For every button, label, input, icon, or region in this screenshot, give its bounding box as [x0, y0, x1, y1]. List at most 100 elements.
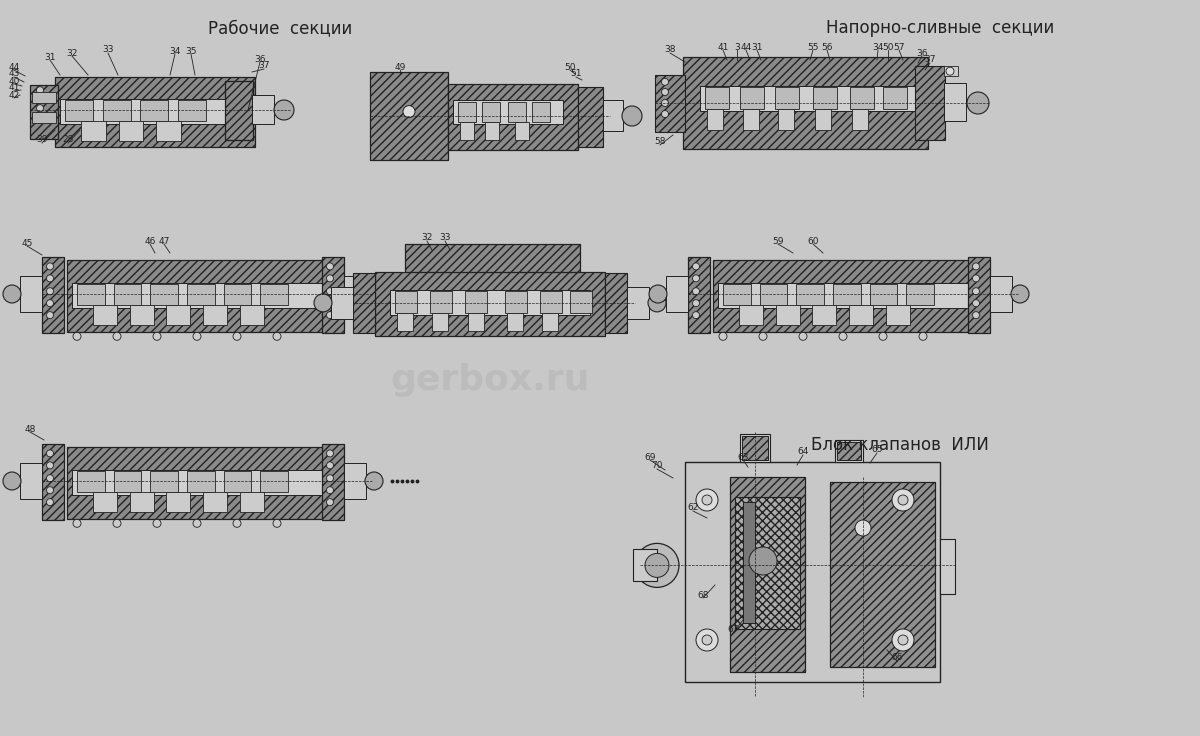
Text: 43: 43	[8, 69, 19, 79]
Bar	[515, 122, 529, 140]
Text: 69: 69	[644, 453, 655, 461]
Circle shape	[622, 106, 642, 126]
Circle shape	[233, 520, 241, 527]
Bar	[454, 100, 563, 124]
Bar	[32, 92, 56, 103]
Bar	[167, 492, 190, 512]
Bar	[344, 275, 366, 312]
Bar	[240, 492, 264, 512]
Circle shape	[648, 294, 666, 312]
Bar	[666, 275, 688, 312]
Text: 47: 47	[158, 236, 169, 246]
Circle shape	[47, 311, 54, 319]
Text: 48: 48	[24, 425, 36, 434]
Bar	[886, 305, 910, 325]
Bar	[734, 497, 800, 629]
Bar	[322, 445, 344, 520]
Text: 60: 60	[808, 236, 818, 246]
Text: 41: 41	[718, 43, 728, 52]
Circle shape	[972, 288, 979, 294]
Text: 64: 64	[797, 447, 809, 456]
Text: 44: 44	[740, 43, 751, 52]
Circle shape	[274, 520, 281, 527]
Circle shape	[702, 635, 712, 645]
Bar	[508, 102, 526, 122]
Bar	[742, 436, 768, 460]
Text: 70: 70	[652, 461, 662, 470]
Bar	[688, 257, 710, 333]
Bar	[353, 274, 374, 333]
Bar	[344, 463, 366, 500]
Bar	[77, 284, 104, 305]
Bar	[240, 305, 264, 325]
Bar	[740, 88, 764, 110]
Bar	[700, 86, 916, 111]
Bar	[102, 100, 131, 121]
Bar	[42, 257, 64, 333]
Circle shape	[326, 486, 334, 494]
Text: 57: 57	[893, 43, 905, 52]
Bar	[812, 305, 836, 325]
Bar	[833, 284, 860, 305]
Bar	[94, 492, 116, 512]
Circle shape	[326, 300, 334, 307]
Circle shape	[47, 462, 54, 469]
Circle shape	[47, 263, 54, 270]
Bar	[178, 100, 205, 121]
Circle shape	[646, 553, 670, 578]
Bar	[605, 274, 628, 333]
Bar	[850, 305, 872, 325]
Text: 44: 44	[8, 63, 19, 71]
Text: 28: 28	[62, 135, 73, 144]
Text: 65: 65	[871, 445, 883, 455]
Bar	[906, 284, 934, 305]
Circle shape	[73, 333, 82, 340]
Bar	[604, 100, 623, 131]
Bar	[20, 275, 42, 312]
Bar	[460, 122, 474, 140]
Circle shape	[692, 288, 700, 294]
Text: 36: 36	[917, 49, 928, 57]
Bar	[140, 100, 168, 121]
Bar	[634, 549, 658, 581]
Bar	[32, 112, 56, 123]
Text: 50: 50	[564, 63, 576, 71]
Text: 45: 45	[22, 238, 32, 247]
Bar	[260, 284, 288, 305]
Bar	[203, 492, 227, 512]
Bar	[167, 305, 190, 325]
Circle shape	[326, 275, 334, 282]
Circle shape	[47, 300, 54, 307]
Circle shape	[946, 67, 954, 75]
Text: 40: 40	[8, 77, 19, 85]
Text: Рабочие  секции: Рабочие секции	[208, 19, 352, 37]
Circle shape	[839, 333, 847, 340]
Circle shape	[799, 333, 808, 340]
Circle shape	[36, 87, 43, 93]
Circle shape	[692, 263, 700, 270]
Bar	[82, 121, 106, 141]
Circle shape	[233, 333, 241, 340]
Circle shape	[661, 88, 668, 96]
Bar	[55, 77, 256, 147]
Circle shape	[2, 285, 22, 303]
Circle shape	[696, 489, 718, 511]
Bar	[713, 260, 983, 332]
Text: 66: 66	[892, 654, 902, 662]
Circle shape	[661, 78, 668, 85]
Text: 34: 34	[169, 46, 181, 55]
Bar	[870, 284, 898, 305]
Text: 63: 63	[737, 453, 749, 461]
Circle shape	[326, 499, 334, 506]
Circle shape	[919, 333, 928, 340]
Bar	[739, 305, 763, 325]
Bar	[94, 305, 116, 325]
Circle shape	[274, 100, 294, 120]
Text: gerbox.ru: gerbox.ru	[390, 363, 589, 397]
Bar	[42, 445, 64, 520]
Bar	[505, 291, 527, 313]
Bar	[655, 75, 685, 132]
Circle shape	[36, 105, 43, 112]
Circle shape	[113, 333, 121, 340]
Bar	[397, 313, 413, 331]
